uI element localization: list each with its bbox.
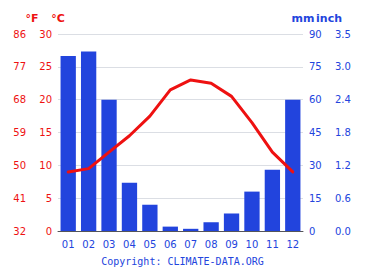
svg-text:03: 03 <box>103 239 116 250</box>
svg-text:12: 12 <box>286 239 299 250</box>
svg-text:°C: °C <box>51 12 65 25</box>
svg-text:3.0: 3.0 <box>335 61 351 72</box>
svg-text:0.6: 0.6 <box>335 193 351 204</box>
svg-text:05: 05 <box>144 239 157 250</box>
svg-text:0.0: 0.0 <box>335 226 351 237</box>
svg-text:06: 06 <box>164 239 177 250</box>
svg-text:10: 10 <box>246 239 259 250</box>
svg-text:2.4: 2.4 <box>335 94 351 105</box>
svg-text:01: 01 <box>62 239 75 250</box>
svg-text:°F: °F <box>25 12 38 25</box>
svg-text:20: 20 <box>39 94 52 105</box>
svg-text:90: 90 <box>309 29 322 40</box>
svg-text:15: 15 <box>39 127 52 138</box>
svg-text:0: 0 <box>309 226 315 237</box>
svg-text:08: 08 <box>205 239 218 250</box>
svg-text:04: 04 <box>123 239 136 250</box>
svg-text:1.8: 1.8 <box>335 127 351 138</box>
svg-text:75: 75 <box>309 61 322 72</box>
svg-text:02: 02 <box>82 239 95 250</box>
svg-text:45: 45 <box>309 127 322 138</box>
svg-text:mm: mm <box>292 12 315 25</box>
svg-text:5: 5 <box>46 193 52 204</box>
svg-text:11: 11 <box>266 239 279 250</box>
svg-text:41: 41 <box>13 193 26 204</box>
svg-text:25: 25 <box>39 61 52 72</box>
svg-text:Copyright: CLIMATE-DATA.ORG: Copyright: CLIMATE-DATA.ORG <box>101 256 264 267</box>
svg-text:09: 09 <box>225 239 238 250</box>
svg-text:30: 30 <box>39 29 52 40</box>
svg-text:0: 0 <box>46 226 52 237</box>
svg-text:inch: inch <box>316 12 342 25</box>
svg-text:15: 15 <box>309 193 322 204</box>
svg-text:50: 50 <box>13 160 26 171</box>
svg-text:86: 86 <box>13 29 26 40</box>
svg-text:07: 07 <box>184 239 197 250</box>
svg-text:10: 10 <box>39 160 52 171</box>
svg-text:60: 60 <box>309 94 322 105</box>
svg-text:77: 77 <box>13 61 26 72</box>
svg-text:1.2: 1.2 <box>335 160 351 171</box>
svg-text:30: 30 <box>309 160 322 171</box>
svg-text:3.5: 3.5 <box>335 29 351 40</box>
svg-text:59: 59 <box>13 127 26 138</box>
svg-text:32: 32 <box>13 226 26 237</box>
svg-text:68: 68 <box>13 94 26 105</box>
